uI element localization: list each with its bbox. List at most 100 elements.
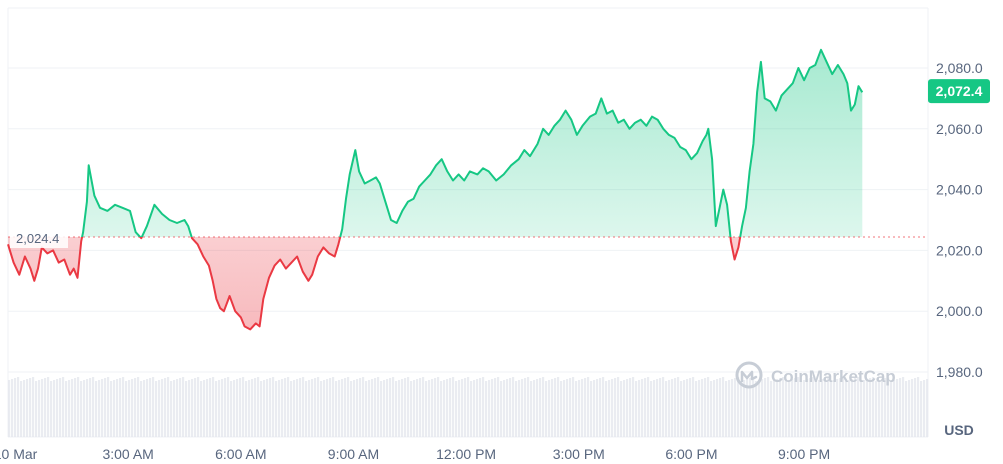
volume-bar xyxy=(473,380,476,437)
volume-bar xyxy=(590,381,593,437)
volume-bar xyxy=(8,380,11,437)
volume-bar xyxy=(659,378,662,437)
volume-bar xyxy=(458,380,461,437)
price-line-up xyxy=(81,48,864,238)
volume-bar xyxy=(686,379,689,437)
volume-bar xyxy=(71,379,74,437)
volume-bar xyxy=(29,378,32,437)
volume-bar xyxy=(794,378,797,437)
volume-bar xyxy=(581,379,584,437)
volume-bar xyxy=(335,381,338,437)
x-tick-label: 9:00 PM xyxy=(778,446,830,462)
volume-bar xyxy=(302,377,305,437)
volume-bar xyxy=(551,379,554,437)
current-price-badge: 2,072.4 xyxy=(928,79,990,104)
volume-bar xyxy=(701,379,704,437)
volume-bar xyxy=(392,377,395,437)
volume-bar xyxy=(812,377,815,437)
volume-bar xyxy=(203,380,206,437)
volume-bar xyxy=(251,379,254,437)
volume-bar xyxy=(470,381,473,437)
volume-bar xyxy=(209,378,212,437)
volume-bar xyxy=(614,378,617,437)
volume-bar xyxy=(98,380,101,437)
volume-bar xyxy=(662,377,665,437)
volume-bar xyxy=(83,380,86,437)
volume-bar xyxy=(164,378,167,437)
volume-bar xyxy=(548,380,551,437)
volume-bar xyxy=(260,381,263,437)
volume-bar xyxy=(398,380,401,437)
volume-bar xyxy=(167,377,170,437)
volume-bar xyxy=(512,377,515,437)
volume-bar xyxy=(14,378,17,437)
volume-bar xyxy=(833,380,836,437)
volume-bars xyxy=(8,377,929,437)
volume-bar xyxy=(761,379,764,437)
x-tick-label: 9:00 AM xyxy=(328,446,379,462)
volume-bar xyxy=(68,380,71,437)
volume-bar xyxy=(815,381,818,437)
volume-bar xyxy=(173,380,176,437)
volume-bar xyxy=(884,378,887,437)
current-price-text: 2,072.4 xyxy=(936,83,983,99)
y-tick-label: 2,000.0 xyxy=(936,303,983,319)
volume-bar xyxy=(872,377,875,437)
volume-bar xyxy=(710,381,713,437)
volume-bar xyxy=(875,381,878,437)
volume-bar xyxy=(698,380,701,437)
volume-bar xyxy=(425,381,428,437)
volume-bar xyxy=(326,379,329,437)
volume-bar xyxy=(851,379,854,437)
volume-bar xyxy=(107,377,110,437)
price-line-down xyxy=(7,237,742,331)
volume-bar xyxy=(920,381,923,437)
volume-bar xyxy=(824,378,827,437)
volume-bar xyxy=(488,380,491,437)
volume-bar xyxy=(536,379,539,437)
volume-bar xyxy=(194,378,197,437)
volume-bar xyxy=(905,381,908,437)
volume-bar xyxy=(902,377,905,437)
volume-bar xyxy=(722,377,725,437)
volume-bar xyxy=(713,380,716,437)
volume-bar xyxy=(782,377,785,437)
volume-bar xyxy=(857,377,860,437)
volume-bar xyxy=(119,378,122,437)
volume-bar xyxy=(44,378,47,437)
volume-bar xyxy=(137,377,140,437)
volume-bar xyxy=(605,381,608,437)
volume-bar xyxy=(296,379,299,437)
volume-bar xyxy=(578,380,581,437)
volume-bar xyxy=(332,377,335,437)
volume-bar xyxy=(572,377,575,437)
volume-bar xyxy=(38,380,41,437)
volume-bar xyxy=(899,378,902,437)
volume-bar xyxy=(773,380,776,437)
volume-bar xyxy=(353,380,356,437)
volume-bar xyxy=(527,377,530,437)
volume-bar xyxy=(17,377,20,437)
volume-bar xyxy=(65,381,68,437)
volume-bar xyxy=(509,378,512,437)
volume-bar xyxy=(308,380,311,437)
volume-bar xyxy=(803,380,806,437)
volume-bar xyxy=(476,379,479,437)
volume-bar xyxy=(347,377,350,437)
open-price-label: 2,024.4 xyxy=(10,228,68,248)
volume-bar xyxy=(80,381,83,437)
volume-bar xyxy=(155,381,158,437)
volume-bar xyxy=(515,381,518,437)
volume-bar xyxy=(881,379,884,437)
volume-bar xyxy=(653,380,656,437)
volume-bar xyxy=(11,379,14,437)
open-price-text: 2,024.4 xyxy=(16,231,59,246)
volume-bar xyxy=(575,381,578,437)
volume-bar xyxy=(263,380,266,437)
y-tick-label: 2,040.0 xyxy=(936,182,983,198)
volume-bar xyxy=(401,379,404,437)
volume-bar xyxy=(806,379,809,437)
volume-bar xyxy=(668,380,671,437)
volume-bar xyxy=(230,381,233,437)
